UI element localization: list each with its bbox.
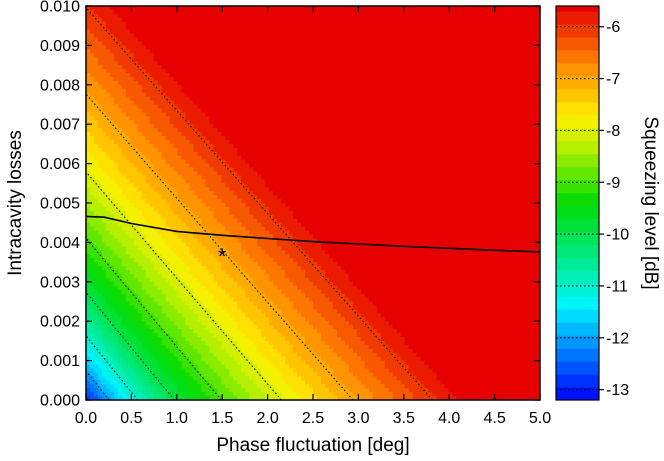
colorbar-band xyxy=(556,24,599,38)
x-tick-label: 3.0 xyxy=(347,410,369,427)
colorbar-tick-label: -8 xyxy=(606,123,620,140)
x-tick-label: 4.5 xyxy=(483,410,505,427)
colorbar-band xyxy=(556,101,599,116)
colorbar-band xyxy=(556,283,599,297)
colorbar-band xyxy=(556,231,599,245)
colorbar-band xyxy=(556,37,599,51)
colorbar-frame xyxy=(555,5,600,401)
y-tick-label: 0.009 xyxy=(40,38,80,55)
colorbar-tick-label: -7 xyxy=(606,71,620,88)
colorbar-tick-label: -12 xyxy=(606,330,629,347)
marker-star: * xyxy=(218,244,227,269)
colorbar-band xyxy=(556,257,599,271)
colorbar-band xyxy=(556,270,599,284)
x-tick-label: 3.5 xyxy=(393,410,415,427)
x-tick-label: 2.5 xyxy=(302,410,324,427)
x-tick-label: 0.0 xyxy=(75,410,97,427)
y-axis-label: Intracavity losses xyxy=(5,130,26,276)
colorbar-band xyxy=(556,63,599,77)
colorbar-band xyxy=(556,361,599,375)
colorbar-band xyxy=(556,244,599,258)
colorbar-band xyxy=(556,140,599,155)
y-tick-label: 0.001 xyxy=(40,353,80,370)
colorbar-band xyxy=(556,114,599,129)
colorbar-band xyxy=(556,335,599,349)
y-tick-label: 0.000 xyxy=(40,393,80,410)
y-tick-label: 0.007 xyxy=(40,117,80,134)
colorbar-tick-label: -9 xyxy=(606,175,620,192)
y-tick-label: 0.005 xyxy=(40,196,80,213)
x-tick-label: 1.5 xyxy=(211,410,233,427)
colorbar-band xyxy=(556,296,599,310)
x-tick-label: 4.0 xyxy=(438,410,460,427)
colorbar-band xyxy=(556,218,599,233)
colorbar-band xyxy=(556,179,599,194)
colorbar-band xyxy=(556,309,599,323)
x-tick-label: 5.0 xyxy=(529,410,551,427)
colorbar-band xyxy=(556,387,599,401)
y-tick-label: 0.004 xyxy=(40,235,80,252)
colorbar-tick-label: -10 xyxy=(606,227,629,244)
colorbar-label: Squeezing level [dB] xyxy=(640,116,661,289)
colorbar-band xyxy=(556,153,599,168)
colorbar-tick-label: -13 xyxy=(606,382,629,399)
colorbar-band xyxy=(556,205,599,220)
y-tick-label: 0.010 xyxy=(40,0,80,16)
y-tick-label: 0.006 xyxy=(40,156,80,173)
x-axis-label: Phase fluctuation [deg] xyxy=(216,435,409,456)
colorbar-band xyxy=(556,75,599,90)
colorbar-band xyxy=(556,166,599,181)
y-tick-label: 0.002 xyxy=(40,314,80,331)
y-axis-ticks: 0.000 0.001 0.002 0.003 0.004 0.005 0.006 0.007… xyxy=(40,0,540,410)
dotted-contour-lines xyxy=(86,6,433,400)
colorbar-tick-label: -11 xyxy=(606,278,628,295)
colorbar-band xyxy=(556,374,599,388)
colorbar-band xyxy=(556,192,599,207)
threshold-curve xyxy=(86,215,540,253)
y-tick-label: 0.003 xyxy=(40,274,80,291)
colorbar-band xyxy=(556,88,599,103)
colorbar-ticks: -6 -7 -8 -9 -10 -11 -12 -13 xyxy=(556,19,629,399)
colorbar-band xyxy=(556,322,599,336)
colorbar-band xyxy=(556,6,599,12)
colorbar xyxy=(556,6,599,401)
contour-line xyxy=(86,291,175,400)
x-axis-ticks: 0.0 0.5 1.0 1.5 2.0 2.5 3.0 3.5 4.0 4.5 5.0 xyxy=(75,6,551,427)
y-tick-label: 0.008 xyxy=(40,77,80,94)
contour-fill xyxy=(86,6,540,400)
x-tick-label: 2.0 xyxy=(256,410,278,427)
colorbar-band xyxy=(556,11,599,25)
colorbar-band xyxy=(556,127,599,142)
colorbar-tick-label: -6 xyxy=(606,19,620,36)
x-tick-label: 0.5 xyxy=(120,410,142,427)
x-tick-label: 1.0 xyxy=(166,410,188,427)
colorbar-band xyxy=(556,348,599,362)
colorbar-band xyxy=(556,50,599,64)
